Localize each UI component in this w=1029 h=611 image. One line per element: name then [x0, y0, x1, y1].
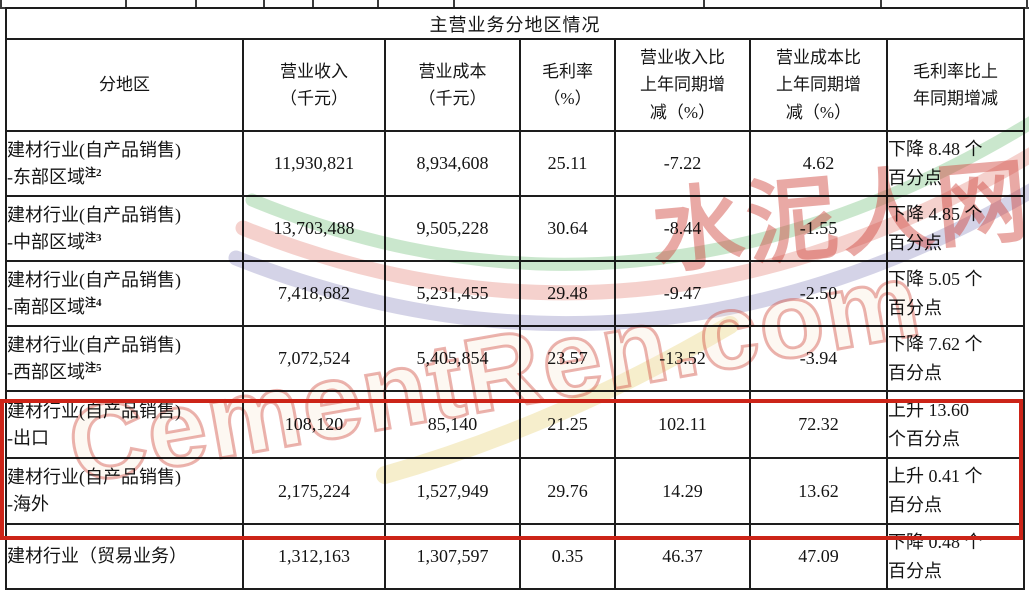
- margin-yoy-cell: 下降 7.62 个 百分点: [885, 325, 1026, 392]
- col-header-revenue-yoy: 营业收入比 上年同期增 减（%）: [614, 38, 751, 132]
- cost-yoy-cell: 47.09: [749, 523, 888, 590]
- revenue-yoy-cell: -9.47: [614, 260, 751, 327]
- margin-yoy-cell: 下降 0.48 个 百分点: [885, 523, 1026, 590]
- cost-cell: 1,527,949: [384, 457, 521, 525]
- table-row-south: 建材行业(自产品销售) -南部区域注4 7,418,682 5,231,455 2…: [5, 260, 1026, 327]
- region-cell: 建材行业(自产品销售) -出口: [5, 390, 244, 459]
- margin-cell: 25.11: [519, 130, 616, 197]
- col-header-revenue: 营业收入 （千元）: [242, 38, 386, 132]
- region-cell: 建材行业(自产品销售) -中部区域注3: [5, 195, 244, 262]
- region-line1: 建材行业(自产品销售): [7, 334, 181, 355]
- col-header-cost: 营业成本 （千元）: [384, 38, 521, 132]
- region-line1: 建材行业(自产品销售): [7, 204, 181, 225]
- table-row-export: 建材行业(自产品销售) -出口 108,120 85,140 21.25 102.…: [5, 390, 1026, 459]
- region-line1: 建材行业(自产品销售): [7, 400, 181, 421]
- revenue-cell: 7,072,524: [242, 325, 386, 392]
- margin-yoy-cell: 上升 13.60 个百分点: [885, 390, 1026, 459]
- region-line1: 建材行业(自产品销售): [7, 467, 181, 487]
- region-cell: 建材行业(自产品销售) -东部区域注2: [5, 130, 244, 197]
- margin-cell: 30.64: [519, 195, 616, 262]
- region-cell: 建材行业（贸易业务）: [5, 523, 244, 590]
- region-business-table: 主营业务分地区情况 分地区 营业收入 （千元） 营业成本 （千元） 毛利率 （%…: [4, 7, 1026, 590]
- region-line2: -东部区域: [7, 166, 85, 187]
- cost-cell: 5,405,854: [384, 325, 521, 392]
- revenue-yoy-cell: -13.52: [614, 325, 751, 392]
- region-line2: -出口: [7, 427, 49, 448]
- revenue-yoy-cell: -7.22: [614, 130, 751, 197]
- cost-yoy-cell: 72.32: [749, 390, 888, 459]
- revenue-cell: 1,312,163: [242, 523, 386, 590]
- revenue-cell: 7,418,682: [242, 260, 386, 327]
- cost-yoy-cell: -3.94: [749, 325, 888, 392]
- margin-yoy-cell: 上升 0.41 个 百分点: [885, 457, 1026, 525]
- cost-yoy-cell: 13.62: [749, 457, 888, 525]
- region-line2: -南部区域: [7, 296, 85, 317]
- margin-cell: 29.76: [519, 457, 616, 525]
- cost-cell: 1,307,597: [384, 523, 521, 590]
- revenue-cell: 11,930,821: [242, 130, 386, 197]
- margin-yoy-cell: 下降 8.48 个 百分点: [885, 130, 1026, 197]
- region-cell: 建材行业(自产品销售) -海外: [5, 457, 244, 525]
- table-row-east: 建材行业(自产品销售) -东部区域注2 11,930,821 8,934,608 …: [5, 130, 1026, 197]
- footnote-ref: 注2: [85, 166, 102, 179]
- margin-yoy-cell: 下降 4.85 个 百分点: [885, 195, 1026, 262]
- cost-cell: 85,140: [384, 390, 521, 459]
- col-header-margin: 毛利率 （%）: [519, 38, 616, 132]
- table-row-trading: 建材行业（贸易业务） 1,312,163 1,307,597 0.35 46.3…: [5, 523, 1026, 590]
- table-row-overseas: 建材行业(自产品销售) -海外 2,175,224 1,527,949 29.76…: [5, 457, 1026, 525]
- margin-cell: 0.35: [519, 523, 616, 590]
- table-title-row: 主营业务分地区情况: [4, 7, 1026, 40]
- revenue-yoy-cell: -8.44: [614, 195, 751, 262]
- cost-cell: 9,505,228: [384, 195, 521, 262]
- cost-cell: 5,231,455: [384, 260, 521, 327]
- region-line1: 建材行业(自产品销售): [7, 269, 181, 290]
- region-cell: 建材行业(自产品销售) -西部区域注5: [5, 325, 244, 392]
- region-cell: 建材行业(自产品销售) -南部区域注4: [5, 260, 244, 327]
- revenue-cell: 2,175,224: [242, 457, 386, 525]
- region-line2: -海外: [7, 494, 49, 514]
- margin-cell: 21.25: [519, 390, 616, 459]
- revenue-yoy-cell: 46.37: [614, 523, 751, 590]
- table-row-central: 建材行业(自产品销售) -中部区域注3 13,703,488 9,505,228 …: [5, 195, 1026, 262]
- margin-cell: 23.57: [519, 325, 616, 392]
- footnote-ref: 注5: [85, 361, 102, 374]
- table-row-west: 建材行业(自产品销售) -西部区域注5 7,072,524 5,405,854 2…: [5, 325, 1026, 392]
- revenue-yoy-cell: 14.29: [614, 457, 751, 525]
- margin-cell: 29.48: [519, 260, 616, 327]
- revenue-cell: 108,120: [242, 390, 386, 459]
- region-line1: 建材行业（贸易业务）: [7, 546, 187, 566]
- region-line2: -中部区域: [7, 231, 85, 252]
- footnote-ref: 注3: [85, 231, 102, 244]
- region-line1: 建材行业(自产品销售): [7, 139, 181, 160]
- cost-yoy-cell: -1.55: [749, 195, 888, 262]
- region-line2: -西部区域: [7, 361, 85, 382]
- cost-yoy-cell: -2.50: [749, 260, 888, 327]
- col-header-region: 分地区: [5, 38, 244, 132]
- col-header-margin-yoy: 毛利率比上 年同期增减: [885, 38, 1026, 132]
- margin-yoy-cell: 下降 5.05 个 百分点: [885, 260, 1026, 327]
- cost-cell: 8,934,608: [384, 130, 521, 197]
- revenue-cell: 13,703,488: [242, 195, 386, 262]
- col-header-cost-yoy: 营业成本比 上年同期增 减（%）: [749, 38, 888, 132]
- table-title: 主营业务分地区情况: [4, 7, 1026, 40]
- table-header-row: 分地区 营业收入 （千元） 营业成本 （千元） 毛利率 （%） 营业收入比 上年…: [5, 38, 1026, 132]
- footnote-ref: 注4: [85, 296, 102, 309]
- revenue-yoy-cell: 102.11: [614, 390, 751, 459]
- cost-yoy-cell: 4.62: [749, 130, 888, 197]
